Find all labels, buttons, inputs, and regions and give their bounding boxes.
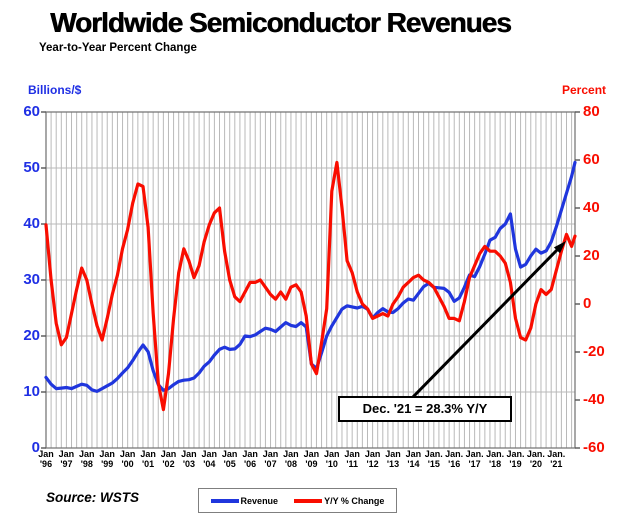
x-axis-tick-label: Jan '04 — [201, 449, 218, 469]
right-axis-tick-label: -20 — [583, 343, 605, 360]
legend-item-yoy: Y/Y % Change — [294, 496, 384, 506]
right-axis-title: Percent — [562, 83, 607, 97]
legend-label-revenue: Revenue — [240, 495, 279, 506]
x-axis-tick-label: Jan '06 — [242, 449, 258, 469]
left-axis-title: Billions/$ — [28, 83, 82, 97]
x-axis-tick-label: Jan '97 — [58, 449, 75, 469]
left-axis-tick-label: 50 — [23, 159, 40, 176]
left-axis-tick-label: 40 — [23, 215, 40, 232]
x-axis-tick-label: Jan '96 — [38, 449, 54, 469]
x-axis-tick-label: Jan '03 — [181, 449, 197, 469]
left-axis-tick-label: 10 — [23, 383, 40, 400]
left-axis-tick-label: 20 — [23, 327, 40, 344]
x-axis-tick-label: Jan. '15 — [424, 449, 443, 469]
page-title: Worldwide Semiconductor Revenues — [50, 7, 512, 38]
legend-item-revenue: Revenue — [210, 495, 279, 506]
x-axis-tick-label: Jan '09 — [303, 449, 320, 469]
x-axis-tick-label: Jan '12 — [364, 449, 381, 469]
right-axis-tick-label: 20 — [583, 247, 600, 264]
legend-swatch-yoy — [294, 498, 323, 503]
page-subtitle: Year-to-Year Percent Change — [39, 42, 197, 54]
x-axis-tick-label: Jan '98 — [79, 449, 95, 469]
right-axis-tick-label: 80 — [583, 103, 600, 120]
x-axis-tick-label: Jan '05 — [221, 449, 238, 469]
right-axis-tick-label: 60 — [583, 151, 600, 168]
legend-swatch-revenue — [210, 498, 239, 503]
right-axis-tick-label: 0 — [583, 295, 592, 312]
x-axis-tick-label: Jan. '19 — [506, 449, 525, 469]
annotation-arrowhead — [553, 241, 566, 254]
x-axis-tick-label: Jan '99 — [99, 449, 115, 469]
x-axis-tick-label: Jan '00 — [119, 449, 136, 469]
x-axis-tick-label: Jan '11 — [344, 449, 360, 469]
x-axis-tick-label: Jan. '16 — [445, 449, 464, 469]
left-axis-tick-label: 30 — [23, 271, 40, 288]
x-axis-tick-label: Jan. '17 — [465, 449, 484, 469]
x-axis-tick-label: Jan '13 — [385, 449, 401, 469]
x-axis-tick-label: Jan '10 — [324, 449, 340, 469]
x-axis-tick-label: Jan '02 — [160, 449, 177, 469]
x-axis-tick-label: Jan '14 — [405, 449, 422, 469]
annotation-arrow — [410, 248, 559, 400]
left-axis-tick-label: 0 — [31, 439, 40, 456]
x-axis-tick-label: Jan '07 — [262, 449, 279, 469]
x-axis-tick-label: Jan '08 — [283, 449, 299, 469]
right-axis-tick-label: 40 — [583, 199, 600, 216]
legend-label-yoy: Y/Y % Change — [324, 495, 385, 506]
right-axis-tick-label: -40 — [583, 391, 605, 408]
legend: Revenue Y/Y % Change — [198, 488, 397, 513]
annotation-callout: Dec. '21 = 28.3% Y/Y — [338, 396, 512, 422]
x-axis-tick-label: Jan. '21 — [547, 449, 566, 469]
left-axis-tick-label: 60 — [23, 103, 40, 120]
x-axis-tick-label: Jan. '18 — [486, 449, 505, 469]
x-axis-tick-label: Jan. '20 — [526, 449, 545, 469]
x-axis-tick-label: Jan '01 — [140, 449, 156, 469]
source-label: Source: WSTS — [46, 490, 140, 505]
yoy-change-line — [44, 160, 577, 412]
right-axis-tick-label: -60 — [583, 439, 605, 456]
